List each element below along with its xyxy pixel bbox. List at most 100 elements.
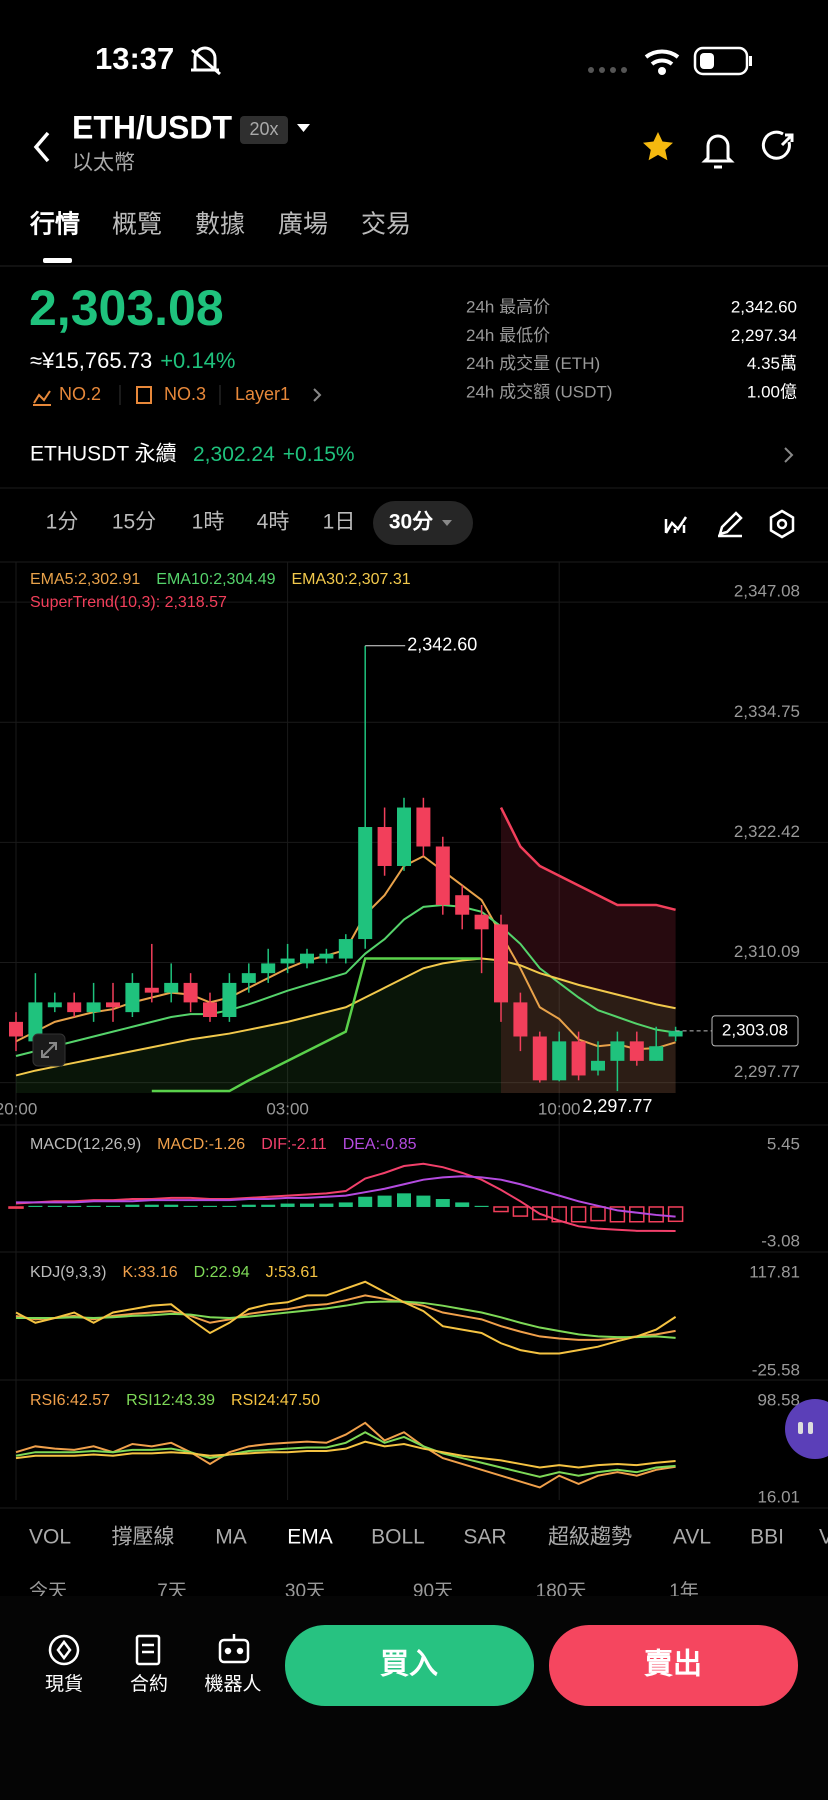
pair-name[interactable]: ETH/USDT xyxy=(72,109,232,145)
indicator-legend: EMA5:2,302.91 xyxy=(30,571,140,588)
y-tick-label: 5.45 xyxy=(767,1134,800,1153)
nav-label[interactable]: 現貨 xyxy=(45,1673,83,1695)
pair-subtitle: 以太幣 xyxy=(72,152,135,175)
perp-chevron[interactable] xyxy=(784,447,794,463)
nav-label[interactable]: 機器人 xyxy=(204,1673,261,1695)
candle-body xyxy=(86,1002,101,1013)
candle-body xyxy=(144,987,159,993)
indicator-tab[interactable]: BBI xyxy=(750,1526,784,1549)
indicator-legend: RSI6:42.57 xyxy=(30,1392,110,1409)
tab[interactable]: 交易 xyxy=(361,211,411,239)
indicator-tab[interactable]: BOLL xyxy=(371,1526,425,1549)
stat-value: 2,342.60 xyxy=(731,297,797,316)
indicator-tab[interactable]: VOL xyxy=(29,1526,71,1549)
interval[interactable]: 15分 xyxy=(112,511,156,534)
y-tick-label: 98.58 xyxy=(757,1390,800,1409)
macd-bar xyxy=(125,1204,140,1207)
perp-name[interactable]: ETHUSDT 永續 xyxy=(30,443,177,466)
sell-label[interactable]: 賣出 xyxy=(644,1648,702,1681)
indicator-line xyxy=(15,1431,676,1478)
tag[interactable]: NO.3 xyxy=(164,384,206,404)
stat-value: 2,297.34 xyxy=(731,326,797,345)
macd-bar xyxy=(397,1193,411,1207)
indicator-line xyxy=(15,1421,676,1489)
candle-body xyxy=(67,1002,82,1013)
tab[interactable]: 廣場 xyxy=(278,211,328,239)
indicator-tab[interactable]: V xyxy=(819,1526,828,1549)
candle-body xyxy=(183,982,198,1003)
buy-button[interactable] xyxy=(285,1625,534,1706)
macd-bar xyxy=(86,1205,101,1207)
candle-body xyxy=(571,1041,586,1076)
settings-button[interactable] xyxy=(769,509,795,539)
macd-bar xyxy=(358,1196,373,1207)
interval[interactable]: 4時 xyxy=(257,511,290,534)
macd-bar xyxy=(300,1203,314,1207)
tags-chevron[interactable] xyxy=(313,388,322,402)
indicator-line xyxy=(16,1300,676,1339)
indicator-tab[interactable]: SAR xyxy=(463,1526,506,1549)
expand-icon[interactable] xyxy=(32,1033,66,1067)
macd-bar xyxy=(203,1205,217,1207)
indicator-tab[interactable]: 超級趨勢 xyxy=(548,1526,632,1549)
overlay-line xyxy=(499,806,676,912)
indicator-tab[interactable]: EMA xyxy=(287,1526,333,1549)
bot-icon[interactable] xyxy=(218,1634,250,1664)
macd-bar xyxy=(67,1205,82,1207)
alert-bell[interactable] xyxy=(701,134,735,169)
indicator-button[interactable] xyxy=(664,516,688,534)
interval-dropdown[interactable] xyxy=(442,520,452,526)
macd-bar xyxy=(609,1206,626,1223)
nav-label[interactable]: 合約 xyxy=(130,1673,168,1695)
favorite-star[interactable] xyxy=(643,132,673,161)
indicator-tab[interactable]: 撐壓線 xyxy=(112,1526,175,1549)
contract-icon[interactable] xyxy=(135,1634,161,1666)
candle-body xyxy=(338,939,353,959)
y-tick-label: 2,322.42 xyxy=(734,822,800,841)
macd-bar xyxy=(280,1203,295,1207)
indicator-legend: RSI12:43.39 xyxy=(126,1392,215,1409)
share-button[interactable] xyxy=(761,130,794,160)
indicator-tab[interactable]: MA xyxy=(215,1526,247,1549)
indicator-legend: MACD(12,26,9) xyxy=(30,1136,141,1153)
tab-indicator xyxy=(43,258,72,263)
macd-bar xyxy=(28,1205,43,1207)
candle-body xyxy=(629,1041,644,1061)
candle-body xyxy=(416,807,431,847)
macd-bar xyxy=(435,1199,450,1207)
draw-button[interactable] xyxy=(718,511,743,538)
floating-assistant[interactable] xyxy=(785,1399,828,1459)
interval[interactable]: 1日 xyxy=(323,511,356,534)
candle-body xyxy=(649,1046,664,1061)
signal-icon xyxy=(588,67,627,73)
indicator-tab[interactable]: AVL xyxy=(673,1526,711,1549)
indicator-line xyxy=(15,1294,676,1341)
interval[interactable]: 1時 xyxy=(192,511,225,534)
indicator-line xyxy=(15,1280,677,1355)
candle-body xyxy=(552,1041,567,1081)
tab[interactable]: 行情 xyxy=(29,211,80,239)
tab[interactable]: 概覽 xyxy=(112,211,162,239)
pair-dropdown[interactable] xyxy=(297,124,310,132)
macd-bar xyxy=(416,1195,431,1207)
sell-button[interactable] xyxy=(549,1625,798,1706)
spot-icon[interactable] xyxy=(48,1634,80,1666)
macd-bar xyxy=(47,1205,62,1207)
battery-icon xyxy=(693,46,752,76)
interval[interactable]: 1分 xyxy=(46,511,79,534)
indicator-legend: K:33.16 xyxy=(122,1264,177,1281)
back-button[interactable] xyxy=(33,131,50,163)
last-price-box xyxy=(711,1015,799,1047)
candle-body xyxy=(668,1030,683,1037)
candle-body xyxy=(474,914,489,930)
candle-body xyxy=(47,1002,62,1008)
tag[interactable]: Layer1 xyxy=(235,384,290,404)
buy-label[interactable]: 買入 xyxy=(380,1649,438,1681)
tag[interactable]: NO.2 xyxy=(59,384,101,404)
macd-bar xyxy=(8,1206,24,1209)
tab[interactable]: 數據 xyxy=(195,211,245,239)
indicator-legend: EMA10:2,304.49 xyxy=(156,571,275,588)
indicator-legend: KDJ(9,3,3) xyxy=(30,1264,106,1281)
last-price: 2,303.08 xyxy=(29,280,224,336)
interval[interactable]: 30分 xyxy=(389,511,433,534)
